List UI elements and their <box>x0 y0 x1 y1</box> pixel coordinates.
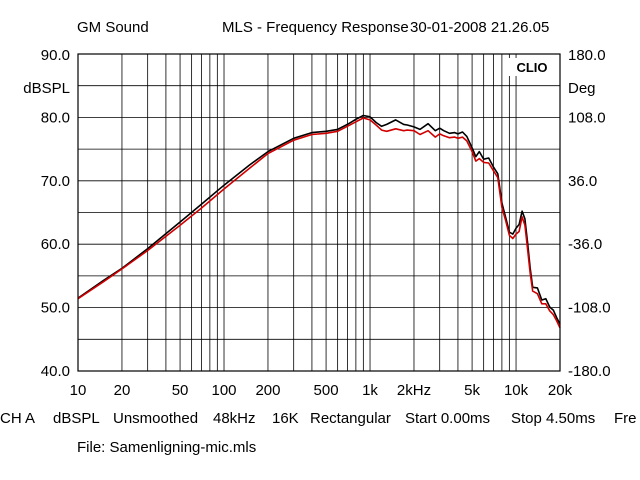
series-lines <box>77 114 561 329</box>
setting-item: Rectangular <box>310 410 391 427</box>
setting-item: CH A <box>0 410 35 427</box>
y-tick-label: 50.0 <box>41 300 70 317</box>
y-tick-label: 40.0 <box>41 363 70 380</box>
x-tick-labels: 10 20 50 100 200 500 1k 2kHz 5k 10k 20k <box>70 382 573 399</box>
clio-logo: CLIO <box>516 60 547 75</box>
chart-title: MLS - Frequency Response <box>222 19 409 36</box>
setting-item: Unsmoothed <box>113 410 198 427</box>
y-axis-label: dBSPL <box>23 80 70 97</box>
y2-axis-label: Deg <box>568 80 596 97</box>
setting-item: Start 0.00ms <box>405 410 490 427</box>
setting-item: dBSPL <box>53 410 100 427</box>
x-tick-label: 1k <box>362 382 378 399</box>
x-tick-label: 100 <box>211 382 236 399</box>
company-name: GM Sound <box>77 19 149 36</box>
settings-row: CH A dBSPL Unsmoothed 48kHz 16K Rectangular St… <box>0 410 637 427</box>
x-tick-label: 50 <box>172 382 189 399</box>
grid <box>78 54 560 371</box>
y-tick-label-top: 90.0 <box>41 47 70 64</box>
file-name: File: Samenligning-mic.mls <box>77 439 256 456</box>
y-tick-label: 80.0 <box>41 109 70 126</box>
x-tick-label: 10k <box>504 382 529 399</box>
y2-tick-label: 36.0 <box>568 173 597 190</box>
setting-item: 16K <box>272 410 299 427</box>
y2-tick-label: -108.0 <box>568 300 611 317</box>
y2-tick-label-top: 180.0 <box>568 47 606 64</box>
y-tick-label: 70.0 <box>41 173 70 190</box>
setting-item: Fre <box>614 410 637 427</box>
logo-box <box>508 58 556 76</box>
setting-item: 48kHz <box>213 410 256 427</box>
x-tick-label: 500 <box>314 382 339 399</box>
x-tick-label: 5k <box>464 382 480 399</box>
x-tick-label: 200 <box>255 382 280 399</box>
y2-tick-label: 108.0 <box>568 109 606 126</box>
y2-tick-label: -36.0 <box>568 236 602 253</box>
plot-frame <box>77 53 561 372</box>
x-tick-label: 20 <box>114 382 131 399</box>
y2-tick-labels: 108.0 36.0 -36.0 -108.0 -180.0 <box>568 109 611 380</box>
x-tick-label: 2kHz <box>397 382 431 399</box>
x-tick-label: 20k <box>548 382 573 399</box>
setting-item: Stop 4.50ms <box>511 410 595 427</box>
x-tick-label: 10 <box>70 382 87 399</box>
series-line-2 <box>77 117 561 329</box>
y-tick-label: 60.0 <box>41 236 70 253</box>
y2-tick-label: -180.0 <box>568 363 611 380</box>
y-tick-labels: 80.0 70.0 60.0 50.0 40.0 <box>41 109 70 380</box>
timestamp: 30-01-2008 21.26.05 <box>410 19 549 36</box>
